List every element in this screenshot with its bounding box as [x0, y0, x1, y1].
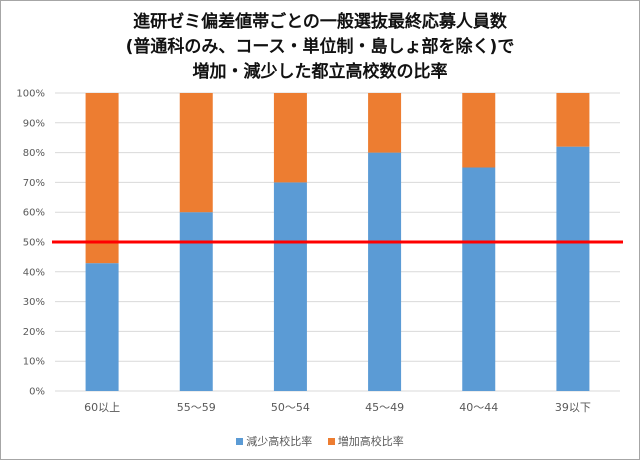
bar-segment-decrease [273, 182, 307, 391]
bar-segment-increase [179, 93, 213, 213]
bar-segment-increase [273, 93, 307, 183]
bar-segment-decrease [462, 167, 496, 391]
legend-swatch [327, 437, 335, 445]
chart-title: 進研ゼミ偏差値帯ごとの一般選抜最終応募人員数 (普通科のみ、コース・単位制・島し… [0, 10, 640, 85]
y-tick-label: 30% [23, 297, 45, 308]
y-tick-label: 0% [29, 387, 45, 398]
title-line-3: 増加・減少した都立高校数の比率 [192, 62, 448, 82]
x-category-label: 40～44 [459, 401, 498, 414]
bar-segment-decrease [179, 212, 213, 391]
title-line-1: 進研ゼミ偏差値帯ごとの一般選抜最終応募人員数 [133, 12, 507, 32]
y-tick-label: 10% [23, 357, 45, 368]
bar-segment-increase [85, 93, 119, 264]
y-tick-label: 100% [16, 89, 45, 100]
y-tick-label: 80% [23, 148, 45, 159]
bar-segment-decrease [368, 152, 402, 391]
x-category-label: 60以上 [84, 401, 120, 414]
legend: 減少高校比率 増加高校比率 [0, 433, 640, 449]
legend-item-increase: 増加高校比率 [327, 433, 404, 449]
legend-item-decrease: 減少高校比率 [236, 433, 312, 449]
x-category-label: 39以下 [555, 401, 591, 414]
y-tick-label: 20% [23, 327, 45, 338]
x-category-label: 50～54 [271, 401, 310, 414]
title-line-2: (普通科のみ、コース・単位制・島しょ部を除く)で [125, 37, 515, 57]
bar-segment-decrease [556, 146, 590, 391]
y-tick-label: 40% [23, 267, 45, 278]
y-tick-label: 50% [23, 238, 45, 249]
y-tick-label: 90% [23, 118, 45, 129]
y-tick-label: 60% [23, 208, 45, 219]
x-category-label: 55～59 [177, 401, 216, 414]
bar-segment-increase [556, 93, 590, 147]
legend-label: 増加高校比率 [337, 435, 404, 448]
legend-label: 減少高校比率 [246, 435, 313, 448]
bar-segment-increase [462, 93, 496, 168]
y-tick-label: 70% [23, 178, 45, 189]
legend-swatch [236, 437, 244, 445]
bar-segment-increase [368, 93, 402, 153]
bar-segment-decrease [85, 263, 119, 391]
x-category-label: 45～49 [365, 401, 404, 414]
